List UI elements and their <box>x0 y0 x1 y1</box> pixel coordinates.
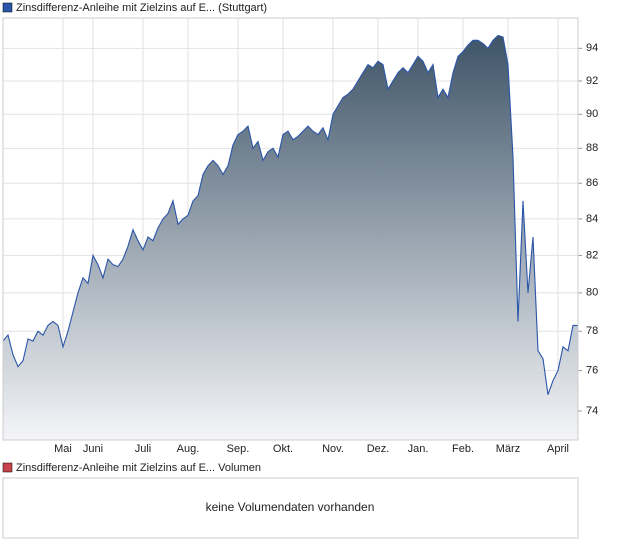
x-tick-label: Juli <box>135 443 152 455</box>
y-tick-label: 80 <box>586 287 598 299</box>
x-tick-label: Sep. <box>227 443 250 455</box>
y-tick-label: 90 <box>586 108 598 120</box>
y-tick-label: 74 <box>586 405 598 417</box>
x-tick-label: März <box>496 443 520 455</box>
x-tick-label: Jan. <box>408 443 429 455</box>
x-tick-label: Mai <box>54 443 72 455</box>
y-tick-label: 76 <box>586 365 598 377</box>
x-tick-label: April <box>547 443 569 455</box>
legend-swatch <box>2 462 13 473</box>
volume-message: keine Volumendaten vorhanden <box>206 500 375 514</box>
y-tick-label: 92 <box>586 75 598 87</box>
y-tick-label: 94 <box>586 42 598 54</box>
x-tick-label: Aug. <box>177 443 200 455</box>
y-tick-label: 86 <box>586 177 598 189</box>
y-tick-label: 88 <box>586 142 598 154</box>
y-tick-label: 84 <box>586 213 598 225</box>
y-tick-label: 82 <box>586 249 598 261</box>
x-tick-label: Nov. <box>322 443 344 455</box>
area <box>3 35 578 440</box>
volume-panel <box>2 477 579 539</box>
legend-label: Zinsdifferenz-Anleihe mit Zielzins auf E… <box>16 462 261 474</box>
x-tick-label: Juni <box>83 443 103 455</box>
x-tick-label: Okt. <box>273 443 293 455</box>
legend-label: Zinsdifferenz-Anleihe mit Zielzins auf E… <box>16 2 267 14</box>
y-tick-label: 78 <box>586 325 598 337</box>
x-tick-label: Dez. <box>367 443 390 455</box>
line <box>2 34 578 395</box>
legend-swatch <box>2 2 13 13</box>
x-tick-label: Feb. <box>452 443 474 455</box>
plot-border <box>2 17 579 441</box>
